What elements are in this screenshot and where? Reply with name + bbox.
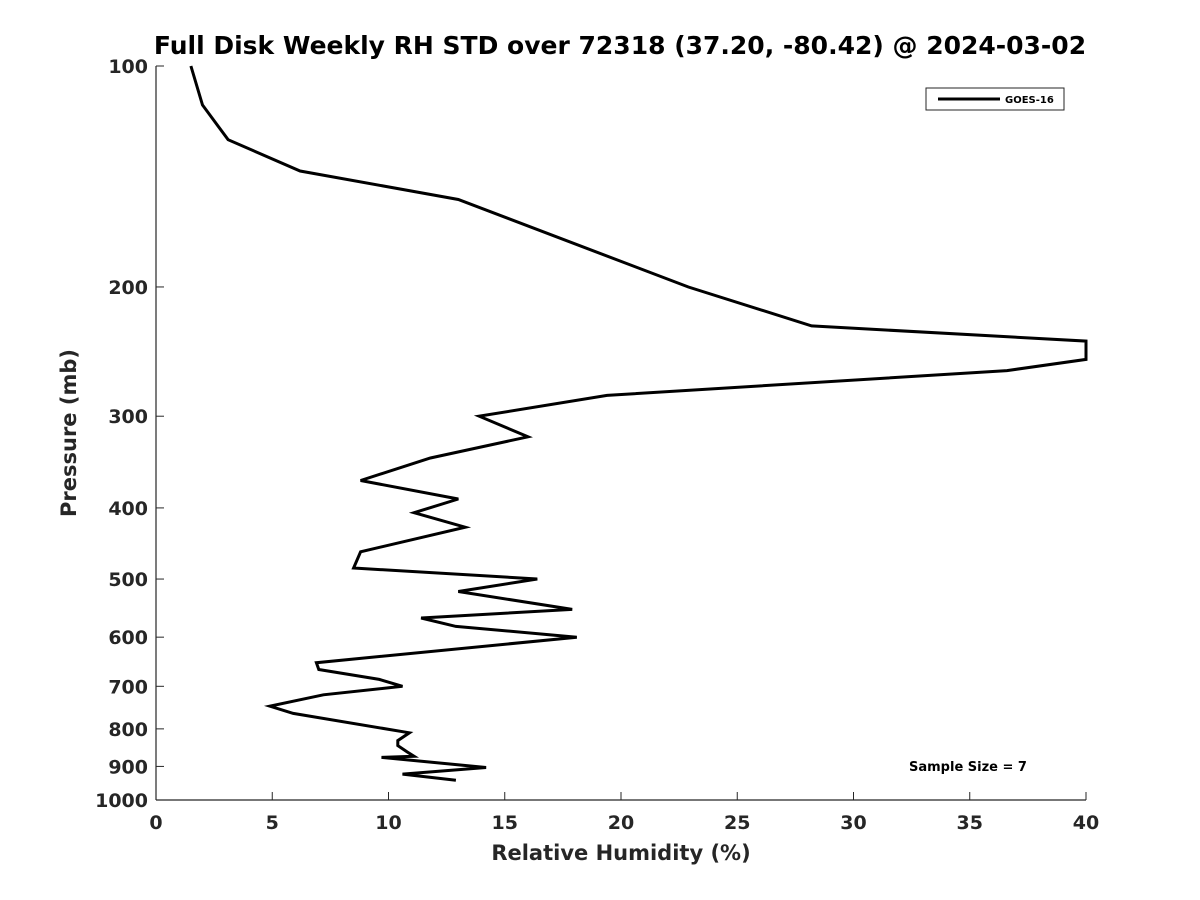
x-tick-label: 15 (492, 812, 518, 834)
x-tick-label: 35 (957, 812, 983, 834)
x-tick-label: 40 (1073, 812, 1099, 834)
legend-entry-goes-16: GOES-16 (1005, 95, 1054, 106)
x-tick-label: 5 (266, 812, 279, 834)
y-tick-label: 700 (108, 676, 148, 698)
y-axis-label: Pressure (mb) (57, 349, 81, 517)
y-tick-label: 1000 (95, 790, 148, 812)
y-tick-label: 100 (108, 56, 148, 78)
y-tick-label: 300 (108, 406, 148, 428)
series-line-goes-16 (189, 65, 1088, 782)
sample-size-annotation: Sample Size = 7 (909, 760, 1027, 775)
x-axis-label: Relative Humidity (%) (491, 841, 750, 865)
x-tick-label: 0 (149, 812, 162, 834)
series-layer (189, 65, 1088, 782)
y-tick-label: 900 (108, 756, 148, 778)
y-tick-label: 500 (108, 569, 148, 591)
y-tick-label: 800 (108, 719, 148, 741)
y-tick-label: 600 (108, 627, 148, 649)
x-tick-label: 30 (840, 812, 866, 834)
y-ticks: 100 200 300 400 500 600 700 800 900 1000 (95, 56, 164, 812)
x-tick-label: 25 (724, 812, 750, 834)
y-tick-label: 400 (108, 498, 148, 520)
legend: GOES-16 (925, 87, 1065, 111)
x-ticks: 0 5 10 15 20 25 30 35 40 (149, 792, 1099, 834)
x-tick-label: 20 (608, 812, 634, 834)
y-tick-label: 200 (108, 277, 148, 299)
x-tick-label: 10 (375, 812, 401, 834)
axes (155, 66, 1086, 801)
chart-title: Full Disk Weekly RH STD over 72318 (37.2… (154, 31, 1086, 60)
